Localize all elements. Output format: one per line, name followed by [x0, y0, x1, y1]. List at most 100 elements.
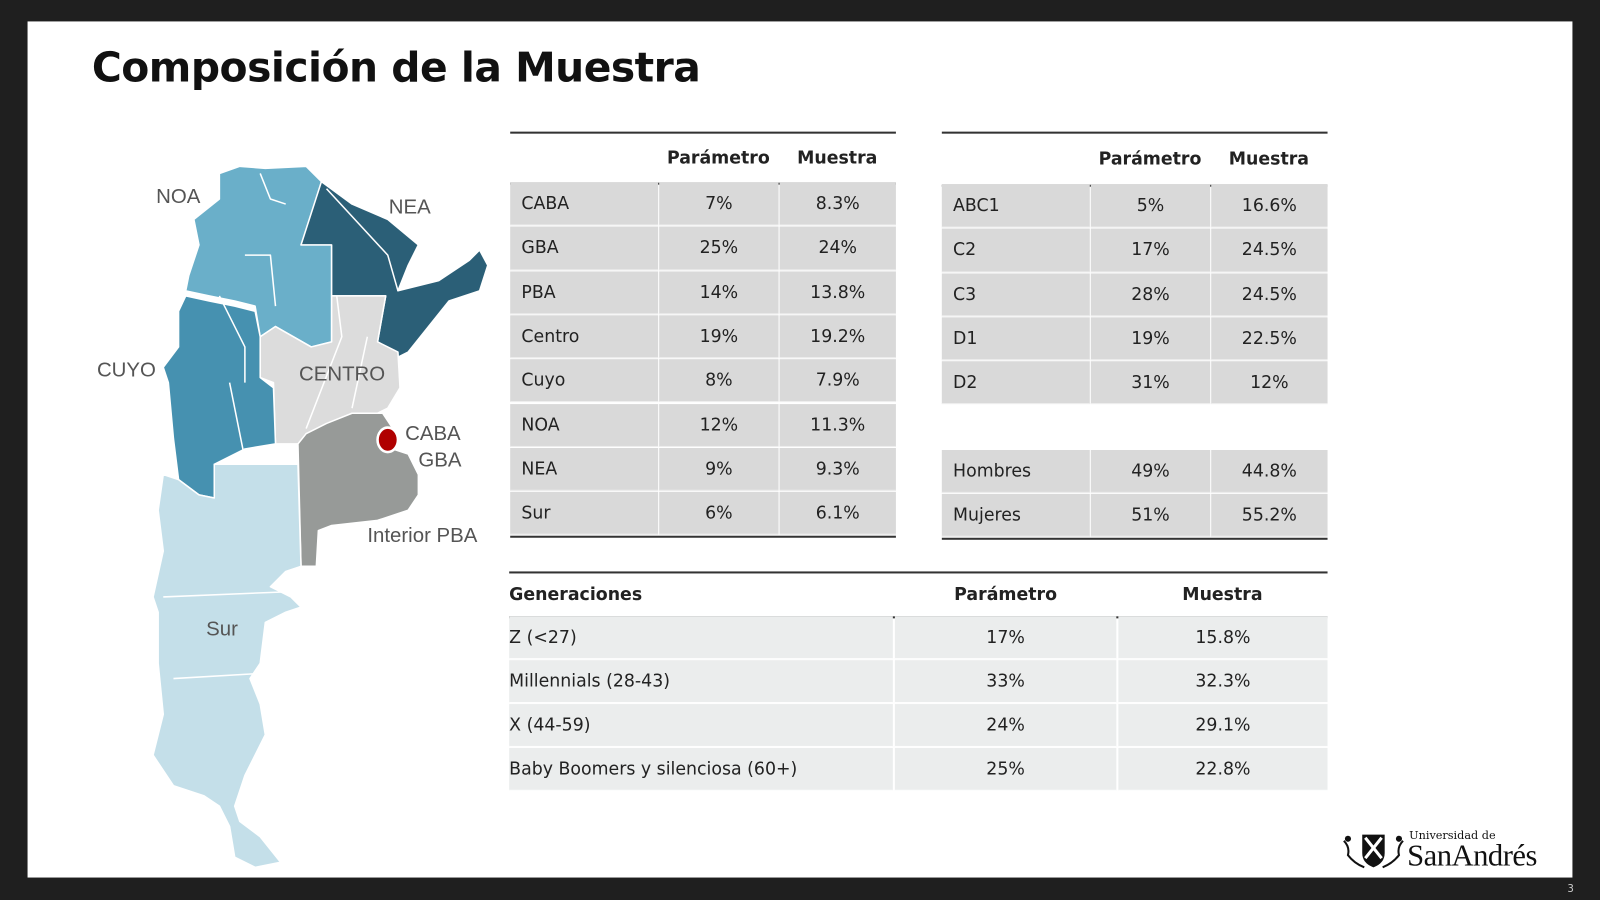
table-row: C2 17% 24.5%: [941, 228, 1328, 273]
muestra-value: 24.5%: [1211, 273, 1328, 317]
parametro-value: 8%: [659, 359, 779, 403]
parametro-value: 25%: [894, 747, 1117, 791]
generations-table: Generaciones Parámetro Muestra Z (<27) 17…: [509, 571, 1328, 795]
row-label: NOA: [510, 403, 659, 447]
table-bottom-border: [941, 537, 1328, 540]
table-row: X (44-59) 24% 29.1%: [509, 704, 1328, 748]
nse-table: Parámetro Muestra ABC1 5% 16.6% C2 17% 24.5% C…: [941, 131, 1328, 540]
row-label: Mujeres: [941, 493, 1090, 537]
row-label: D1: [941, 317, 1090, 361]
header-parametro: Parámetro: [1098, 148, 1202, 170]
table-row: Z (<27) 17% 15.8%: [509, 616, 1328, 660]
map-label-sur: Sur: [206, 618, 238, 641]
header-muestra: Muestra: [1182, 584, 1263, 606]
header-muestra: Muestra: [797, 147, 878, 169]
table-bottom-border: [510, 536, 896, 539]
muestra-value: 6.1%: [779, 491, 896, 536]
row-label: Baby Boomers y silenciosa (60+): [509, 747, 893, 791]
header-generaciones: Generaciones: [509, 584, 643, 606]
parametro-value: 19%: [659, 315, 779, 359]
row-label: D2: [941, 361, 1090, 405]
parametro-value: 17%: [894, 616, 1117, 660]
page-title: Composición de la Muestra: [91, 44, 701, 92]
row-label: CABA: [510, 182, 659, 226]
muestra-value: 22.5%: [1211, 317, 1328, 361]
muestra-value: 44.8%: [1211, 449, 1328, 493]
muestra-value: 55.2%: [1211, 493, 1328, 537]
parametro-value: 33%: [894, 660, 1117, 704]
table-row: C3 28% 24.5%: [941, 273, 1328, 317]
muestra-value: 19.2%: [779, 315, 896, 359]
parametro-value: 7%: [659, 182, 779, 226]
row-label: GBA: [510, 226, 659, 270]
muestra-value: 12%: [1211, 361, 1328, 405]
table-row: PBA 14% 13.8%: [510, 271, 896, 315]
table-row: Baby Boomers y silenciosa (60+) 25% 22.8%: [509, 747, 1328, 792]
muestra-value: 7.9%: [779, 359, 896, 403]
table-header: Generaciones Parámetro Muestra: [509, 571, 1328, 619]
row-label: C2: [941, 228, 1090, 273]
parametro-value: 9%: [659, 447, 779, 491]
parametro-value: 5%: [1090, 184, 1211, 228]
parametro-value: 12%: [659, 403, 779, 447]
parametro-value: 49%: [1090, 449, 1211, 493]
table-row: ABC1 5% 16.6%: [941, 184, 1328, 229]
row-label: PBA: [510, 271, 659, 315]
muestra-value: 11.3%: [779, 403, 896, 447]
muestra-value: 16.6%: [1211, 184, 1328, 228]
table-row: NEA 9% 9.3%: [510, 447, 896, 492]
parametro-value: 24%: [894, 704, 1117, 747]
table-row: Centro 19% 19.2%: [510, 315, 896, 359]
map-label-centro: CENTRO: [298, 363, 386, 386]
map-label-noa: NOA: [156, 185, 201, 209]
muestra-value: 15.8%: [1118, 616, 1328, 660]
table-row: Millennials (28-43) 33% 32.3%: [509, 660, 1328, 704]
muestra-value: 13.8%: [779, 271, 896, 315]
parametro-value: 28%: [1090, 273, 1211, 317]
map-label-gba: GBA: [418, 448, 462, 472]
muestra-value: 24.5%: [1211, 228, 1328, 273]
logo-line1: Universidad de: [1409, 828, 1496, 842]
table-row: D1 19% 22.5%: [941, 317, 1328, 361]
table-row: CABA 7% 8.3%: [510, 182, 896, 227]
page-number: 3: [1567, 883, 1574, 895]
parametro-value: 14%: [659, 271, 779, 315]
table-row: D2 31% 12%: [941, 361, 1328, 405]
row-label: ABC1: [941, 184, 1090, 228]
region-sur: [152, 463, 302, 869]
parametro-value: 25%: [659, 226, 779, 270]
parametro-value: 17%: [1090, 228, 1211, 273]
row-label: Centro: [510, 315, 659, 359]
row-label: Millennials (28-43): [509, 660, 893, 704]
table-row: Cuyo 8% 7.9%: [510, 359, 896, 403]
row-label: NEA: [510, 447, 659, 491]
table-row: NOA 12% 11.3%: [510, 403, 896, 448]
table-row: Mujeres 51% 55.2%: [941, 493, 1328, 538]
header-muestra: Muestra: [1228, 148, 1309, 170]
table-row: Sur 6% 6.1%: [510, 491, 896, 536]
map-label-interior-pba: Interior PBA: [367, 524, 478, 547]
muestra-value: 22.8%: [1118, 747, 1328, 791]
regions-table: Parámetro Muestra CABA 7% 8.3% GBA 25% 24% PBA…: [510, 131, 896, 540]
parametro-value: 31%: [1090, 361, 1211, 405]
argentina-map: [152, 165, 489, 869]
row-label: Hombres: [941, 449, 1090, 493]
map-label-nea: NEA: [388, 195, 431, 219]
row-label: X (44-59): [509, 704, 893, 747]
row-label: Cuyo: [510, 359, 659, 403]
crest-icon: [1343, 834, 1404, 869]
muestra-value: 8.3%: [779, 182, 896, 226]
caba-marker: [376, 426, 400, 454]
table-row: Hombres 49% 44.8%: [941, 449, 1328, 494]
table-row: GBA 25% 24%: [510, 226, 896, 271]
muestra-value: 29.1%: [1118, 704, 1328, 747]
map-label-caba: CABA: [405, 422, 461, 445]
table-header: Parámetro Muestra: [941, 131, 1328, 187]
universidad-san-andres-logo: Universidad de SanAndrés: [1340, 829, 1559, 874]
logo-line2: SanAndrés: [1407, 838, 1537, 873]
parametro-value: 19%: [1090, 317, 1211, 361]
parametro-value: 6%: [659, 491, 779, 536]
map-label-cuyo: CUYO: [96, 359, 156, 382]
header-parametro: Parámetro: [954, 584, 1058, 606]
muestra-value: 32.3%: [1118, 660, 1328, 704]
